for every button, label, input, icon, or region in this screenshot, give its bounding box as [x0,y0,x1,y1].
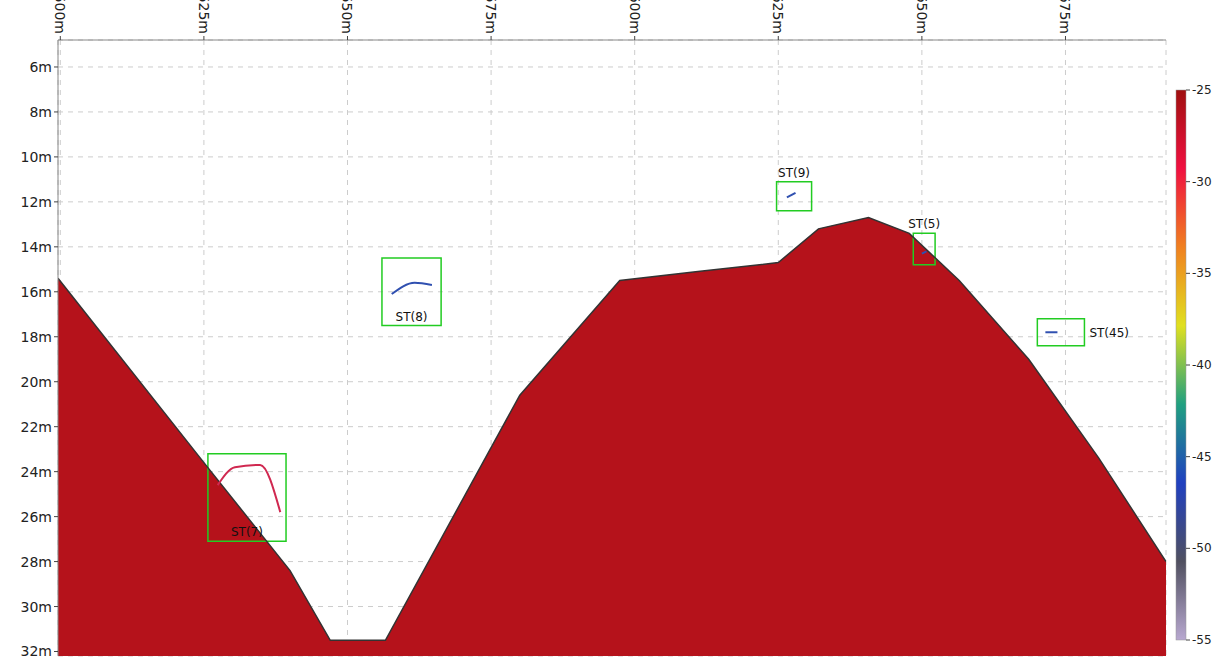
svg-text:525m: 525m [196,0,212,34]
svg-text:10m: 10m [21,149,52,165]
svg-text:-50: -50 [1192,541,1212,555]
svg-text:-45: -45 [1192,450,1212,464]
svg-text:550m: 550m [339,0,355,34]
svg-text:675m: 675m [1057,0,1073,34]
svg-text:30m: 30m [21,599,52,615]
svg-text:26m: 26m [21,509,52,525]
svg-text:-35: -35 [1192,266,1212,280]
svg-text:18m: 18m [21,329,52,345]
svg-text:16m: 16m [21,284,52,300]
svg-text:600m: 600m [627,0,643,34]
svg-text:-55: -55 [1192,633,1212,647]
svg-text:500m: 500m [52,0,68,34]
svg-text:24m: 24m [21,464,52,480]
svg-text:575m: 575m [483,0,499,34]
svg-text:8m: 8m [29,104,52,120]
svg-text:ST(45): ST(45) [1089,326,1129,340]
svg-text:ST(9): ST(9) [778,166,810,180]
svg-text:32m: 32m [21,643,52,659]
svg-text:ST(8): ST(8) [396,310,428,324]
svg-text:ST(5): ST(5) [908,217,940,231]
svg-text:12m: 12m [21,194,52,210]
svg-text:-30: -30 [1192,175,1212,189]
svg-text:20m: 20m [21,374,52,390]
svg-text:22m: 22m [21,419,52,435]
svg-text:6m: 6m [29,59,52,75]
svg-text:625m: 625m [770,0,786,34]
svg-text:28m: 28m [21,554,52,570]
svg-text:650m: 650m [914,0,930,34]
svg-text:-25: -25 [1192,83,1212,97]
svg-text:14m: 14m [21,239,52,255]
svg-text:ST(7): ST(7) [231,525,263,539]
svg-text:-40: -40 [1192,358,1212,372]
